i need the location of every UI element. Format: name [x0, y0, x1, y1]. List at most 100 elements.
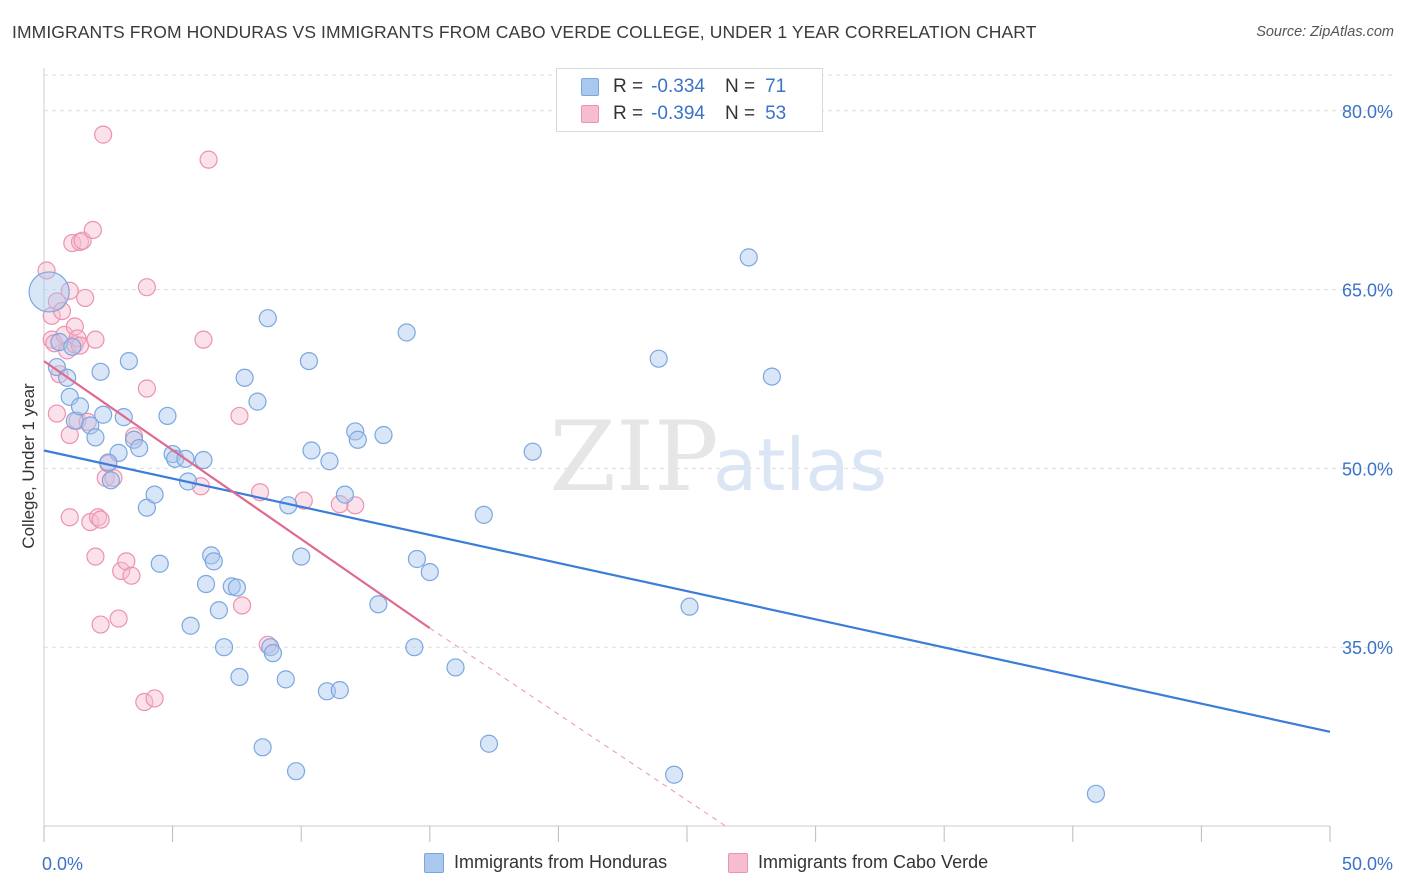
legend-swatch-honduras: [581, 78, 599, 96]
point-cabo-verde: [76, 288, 95, 308]
y-axis-label: College, Under 1 year: [19, 383, 38, 549]
point-cabo-verde: [330, 495, 349, 514]
gridlines: [44, 74, 1393, 648]
point-honduras: [523, 442, 542, 461]
legend-n-value: 53: [765, 103, 787, 124]
y-tick-label: 80.0%: [1342, 102, 1393, 122]
point-honduras: [227, 578, 246, 597]
point-cabo-verde: [86, 547, 105, 566]
point-honduras: [330, 681, 349, 700]
point-honduras: [299, 351, 319, 371]
point-honduras: [474, 505, 493, 524]
point-honduras: [397, 323, 416, 342]
point-cabo-verde: [137, 278, 156, 297]
legend-row-honduras: R = -0.334 N = 71: [581, 75, 786, 99]
bottom-legend-cabo-verde: Immigrants from Cabo Verde: [728, 852, 988, 873]
point-honduras: [94, 405, 113, 424]
point-cabo-verde: [94, 125, 113, 144]
legend-r-value: -0.334: [651, 76, 705, 97]
source-label: Source: ZipAtlas.com: [1256, 24, 1394, 40]
point-honduras: [405, 638, 424, 657]
trend-line-cabo-verde: [43, 360, 431, 630]
point-honduras: [1086, 784, 1106, 803]
point-cabo-verde: [65, 317, 84, 336]
point-cabo-verde: [194, 330, 213, 349]
point-honduras: [420, 562, 439, 582]
point-honduras: [649, 349, 668, 368]
point-honduras: [63, 337, 82, 356]
point-cabo-verde: [232, 596, 252, 615]
point-honduras: [248, 392, 267, 411]
legend-n-label: N =: [724, 103, 756, 124]
point-honduras: [194, 450, 213, 470]
point-honduras: [258, 309, 277, 328]
point-honduras: [320, 452, 339, 471]
point-cabo-verde: [70, 336, 90, 355]
legend-n-value: 71: [765, 76, 787, 97]
point-cabo-verde: [60, 425, 79, 445]
point-honduras: [348, 430, 367, 449]
legend-r-value: -0.394: [651, 103, 705, 124]
point-honduras: [680, 597, 699, 616]
point-cabo-verde: [199, 150, 218, 169]
point-cabo-verde: [60, 281, 79, 300]
point-honduras: [196, 574, 216, 594]
point-cabo-verde: [122, 566, 141, 585]
trend-line-cabo-verde-extension: [429, 627, 726, 827]
point-honduras: [181, 616, 200, 635]
point-honduras: [446, 658, 465, 677]
point-honduras: [302, 441, 321, 460]
legend-n-label: N =: [724, 76, 756, 97]
point-honduras: [407, 549, 427, 569]
point-cabo-verde: [109, 609, 128, 628]
point-honduras: [91, 362, 110, 381]
y-tick-label: 65.0%: [1342, 281, 1393, 301]
point-honduras: [81, 416, 100, 435]
bottom-legend-label-honduras: Immigrants from Honduras: [454, 852, 668, 872]
point-cabo-verde: [137, 379, 156, 398]
point-honduras: [665, 765, 684, 784]
point-honduras: [286, 762, 306, 781]
bottom-legend-swatch-honduras: [424, 852, 444, 873]
y-tick-label: 50.0%: [1342, 459, 1393, 479]
point-honduras: [70, 397, 90, 416]
point-cabo-verde: [145, 689, 164, 708]
point-cabo-verde: [117, 552, 136, 571]
point-honduras: [762, 367, 781, 386]
bottom-legend-honduras: Immigrants from Honduras: [424, 852, 667, 873]
bottom-legend-label-cabo-verde: Immigrants from Cabo Verde: [758, 852, 989, 872]
axes: [43, 68, 1331, 842]
point-honduras: [145, 485, 164, 504]
chart-title: IMMIGRANTS FROM HONDURAS VS IMMIGRANTS F…: [12, 22, 1037, 42]
point-honduras: [214, 638, 234, 657]
point-honduras: [369, 595, 388, 614]
point-honduras: [158, 406, 177, 426]
bottom-legend-swatch-cabo-verde: [728, 852, 748, 873]
correlation-legend: R = -0.334 N = 71 R = -0.394 N = 53: [556, 68, 823, 132]
point-honduras: [335, 485, 355, 504]
legend-r-label: R =: [613, 103, 644, 124]
point-honduras: [230, 667, 249, 687]
point-cabo-verde: [37, 261, 56, 280]
trend-lines: [43, 360, 1331, 827]
point-honduras: [130, 439, 149, 458]
point-honduras: [101, 471, 120, 490]
point-honduras: [150, 554, 169, 573]
series-cabo-verde-points: [37, 125, 365, 712]
x-tick-label: 0.0%: [42, 854, 83, 874]
point-cabo-verde: [86, 330, 105, 349]
point-honduras: [204, 552, 223, 571]
legend-swatch-cabo-verde: [581, 105, 599, 123]
point-honduras: [209, 601, 228, 620]
watermark-atlas: atlas: [713, 423, 887, 507]
point-cabo-verde: [112, 561, 131, 580]
x-tick-label: 50.0%: [1342, 854, 1393, 874]
point-honduras: [86, 428, 105, 447]
point-honduras: [479, 734, 499, 753]
point-honduras: [292, 547, 311, 566]
watermark-zip: ZIP: [549, 401, 718, 513]
trend-line-honduras: [43, 449, 1331, 733]
y-tick-label: 35.0%: [1342, 638, 1393, 658]
point-honduras: [374, 425, 393, 445]
